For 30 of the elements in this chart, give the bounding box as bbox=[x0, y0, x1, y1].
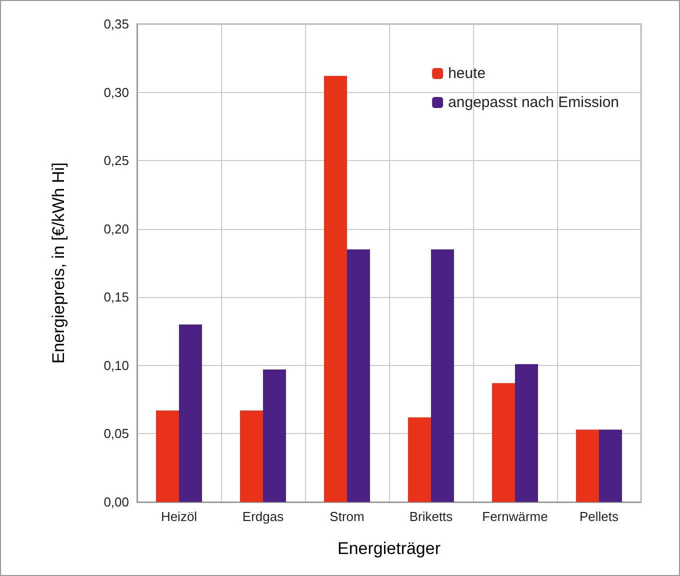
bar bbox=[347, 249, 370, 502]
x-tick-label: Heizöl bbox=[160, 509, 198, 524]
x-tick-label: Briketts bbox=[409, 509, 454, 524]
x-tick-label: Fernwärme bbox=[482, 509, 548, 524]
bar bbox=[263, 370, 286, 502]
x-tick-label: Erdgas bbox=[242, 509, 284, 524]
y-tick-label: 0,00 bbox=[104, 494, 129, 510]
bar bbox=[179, 324, 202, 502]
y-tick-label: 0,35 bbox=[104, 16, 129, 32]
x-tick-label: Pellets bbox=[579, 509, 620, 524]
y-tick-label: 0,10 bbox=[104, 358, 129, 373]
legend-label: heute bbox=[448, 65, 486, 82]
y-tick-label: 0,20 bbox=[104, 221, 129, 236]
y-tick-label: 0,25 bbox=[104, 153, 129, 168]
bar bbox=[240, 410, 263, 502]
bar bbox=[156, 410, 179, 502]
y-axis-title: Energiepreis, in [€/kWh Hi] bbox=[49, 162, 68, 364]
bar bbox=[492, 383, 515, 502]
y-tick-label: 0,15 bbox=[104, 290, 129, 305]
bar bbox=[576, 430, 599, 502]
x-tick-label: Strom bbox=[330, 509, 364, 524]
bar bbox=[408, 417, 431, 502]
legend-label: angepasst nach Emission bbox=[448, 94, 620, 111]
y-tick-label: 0,05 bbox=[104, 426, 129, 442]
bar bbox=[431, 249, 454, 502]
bar bbox=[515, 364, 538, 502]
bar bbox=[324, 76, 347, 502]
bar bbox=[599, 430, 622, 502]
x-axis-title: Energieträger bbox=[337, 539, 441, 558]
y-tick-label: 0,30 bbox=[104, 84, 129, 100]
